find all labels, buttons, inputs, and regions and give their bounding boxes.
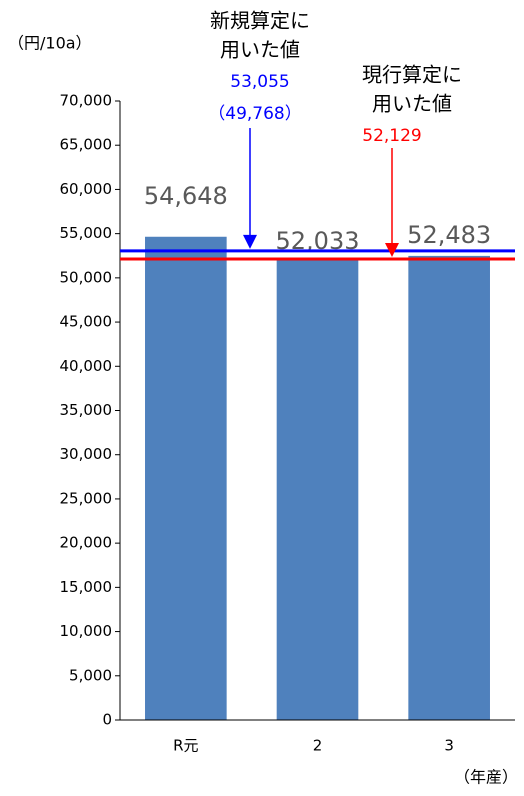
bar [408, 255, 490, 720]
y-tick-label: 50,000 [60, 268, 113, 286]
annotation: 用いた値 [372, 92, 452, 116]
x-tick-label: R元 [173, 737, 198, 755]
value-label: 52,483 [407, 221, 491, 249]
arrow-head [385, 243, 399, 258]
bar [145, 236, 227, 720]
y-tick-label: 15,000 [60, 578, 113, 596]
y-tick-label: 40,000 [60, 357, 113, 375]
arrow-head [243, 234, 257, 249]
y-tick-label: 5,000 [69, 666, 112, 684]
y-tick-label: 70,000 [60, 92, 113, 110]
annotation: 新規算定に [210, 9, 310, 33]
y-tick-label: 25,000 [60, 489, 113, 507]
x-axis-label: （年産） [454, 768, 518, 787]
value-label: 54,648 [144, 182, 228, 210]
y-axis-label: （円/10a） [8, 34, 92, 53]
y-tick-label: 20,000 [60, 534, 113, 552]
y-tick-label: 65,000 [60, 136, 113, 154]
reference-label: 53,055 [230, 72, 289, 92]
y-tick-label: 45,000 [60, 313, 113, 331]
annotation: 用いた値 [220, 38, 300, 62]
y-tick-label: 10,000 [60, 622, 113, 640]
reference-label: 52,129 [362, 126, 421, 146]
y-tick-label: 30,000 [60, 445, 113, 463]
bar [276, 259, 359, 720]
reference-note: （49,768） [208, 104, 301, 124]
x-tick-label: 3 [444, 737, 454, 755]
y-tick-label: 55,000 [60, 224, 113, 242]
y-tick-label: 0 [102, 711, 112, 729]
annotation: 現行算定に [362, 63, 462, 87]
y-tick-label: 35,000 [60, 401, 113, 419]
y-tick-label: 60,000 [60, 180, 113, 198]
x-tick-label: 2 [313, 737, 323, 755]
